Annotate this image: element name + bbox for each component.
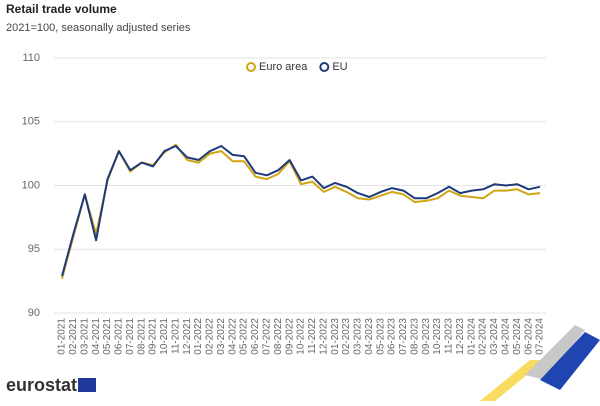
x-tick-label: 04-2022 [227, 318, 238, 355]
x-tick-label: 03-2024 [489, 318, 500, 355]
x-tick-label: 05-2021 [102, 318, 113, 355]
y-tick-label: 105 [22, 116, 40, 128]
x-tick-label: 12-2023 [455, 318, 466, 355]
legend-marker [246, 62, 256, 72]
decoration [480, 325, 600, 401]
y-tick-label: 110 [22, 52, 40, 64]
chart-title: Retail trade volume [6, 2, 117, 16]
logo-text: eurostat [6, 375, 77, 395]
x-tick-label: 05-2022 [239, 318, 250, 355]
x-tick-label: 09-2021 [148, 318, 159, 355]
x-tick-label: 07-2023 [398, 318, 409, 355]
x-tick-label: 07-2024 [535, 318, 546, 355]
x-tick-label: 04-2021 [91, 318, 102, 355]
legend-marker [319, 62, 330, 72]
x-tick-label: 03-2021 [79, 318, 90, 355]
x-tick-label: 03-2022 [216, 318, 227, 355]
x-tick-label: 11-2022 [307, 318, 318, 354]
x-tick-label: 02-2024 [478, 318, 489, 355]
legend-label: Euro area [259, 61, 308, 73]
x-tick-label: 04-2023 [364, 318, 375, 355]
eu-flag [78, 378, 96, 392]
x-tick-label: 08-2023 [409, 318, 420, 355]
x-tick-label: 04-2024 [500, 318, 511, 355]
x-tick-label: 02-2021 [68, 318, 79, 355]
series-line [61, 145, 541, 277]
legend-item: EU [319, 61, 348, 73]
x-tick-label: 02-2023 [341, 318, 352, 355]
x-tick-label: 06-2023 [387, 318, 398, 355]
x-tick-label: 05-2023 [375, 318, 386, 355]
chart-subtitle: 2021=100, seasonally adjusted series [6, 22, 191, 34]
y-tick-label: 90 [28, 307, 40, 319]
x-tick-label: 10-2022 [296, 318, 307, 355]
y-tick-label: 95 [28, 243, 40, 255]
legend-item: Euro area [246, 61, 308, 73]
logo: eurostat [6, 375, 96, 395]
x-tick-label: 12-2021 [182, 318, 193, 355]
x-tick-label: 06-2021 [114, 318, 125, 355]
x-tick-label: 07-2021 [125, 318, 136, 355]
x-tick-label: 08-2021 [136, 318, 147, 355]
x-tick-label: 09-2023 [421, 318, 432, 355]
x-tick-label: 01-2024 [466, 318, 477, 355]
x-tick-label: 06-2022 [250, 318, 261, 355]
x-tick-label: 01-2022 [193, 318, 204, 355]
x-tick-label: 01-2023 [330, 318, 341, 355]
x-tick-label: 09-2022 [284, 318, 295, 355]
x-tick-label: 12-2022 [318, 318, 329, 355]
x-tick-label: 07-2022 [261, 318, 272, 355]
x-tick-label: 01-2021 [57, 318, 68, 355]
x-tick-label: 11-2023 [444, 318, 455, 354]
legend-label: EU [332, 61, 347, 73]
x-tick-label: 08-2022 [273, 318, 284, 355]
x-tick-label: 06-2024 [523, 318, 534, 355]
x-tick-label: 05-2024 [512, 318, 523, 355]
y-tick-label: 100 [22, 179, 40, 191]
x-tick-label: 02-2022 [205, 318, 216, 355]
x-tick-label: 11-2021 [170, 318, 181, 354]
series-line [61, 143, 541, 279]
x-tick-label: 10-2021 [159, 318, 170, 355]
x-tick-label: 10-2023 [432, 318, 443, 355]
x-tick-label: 03-2023 [353, 318, 364, 355]
